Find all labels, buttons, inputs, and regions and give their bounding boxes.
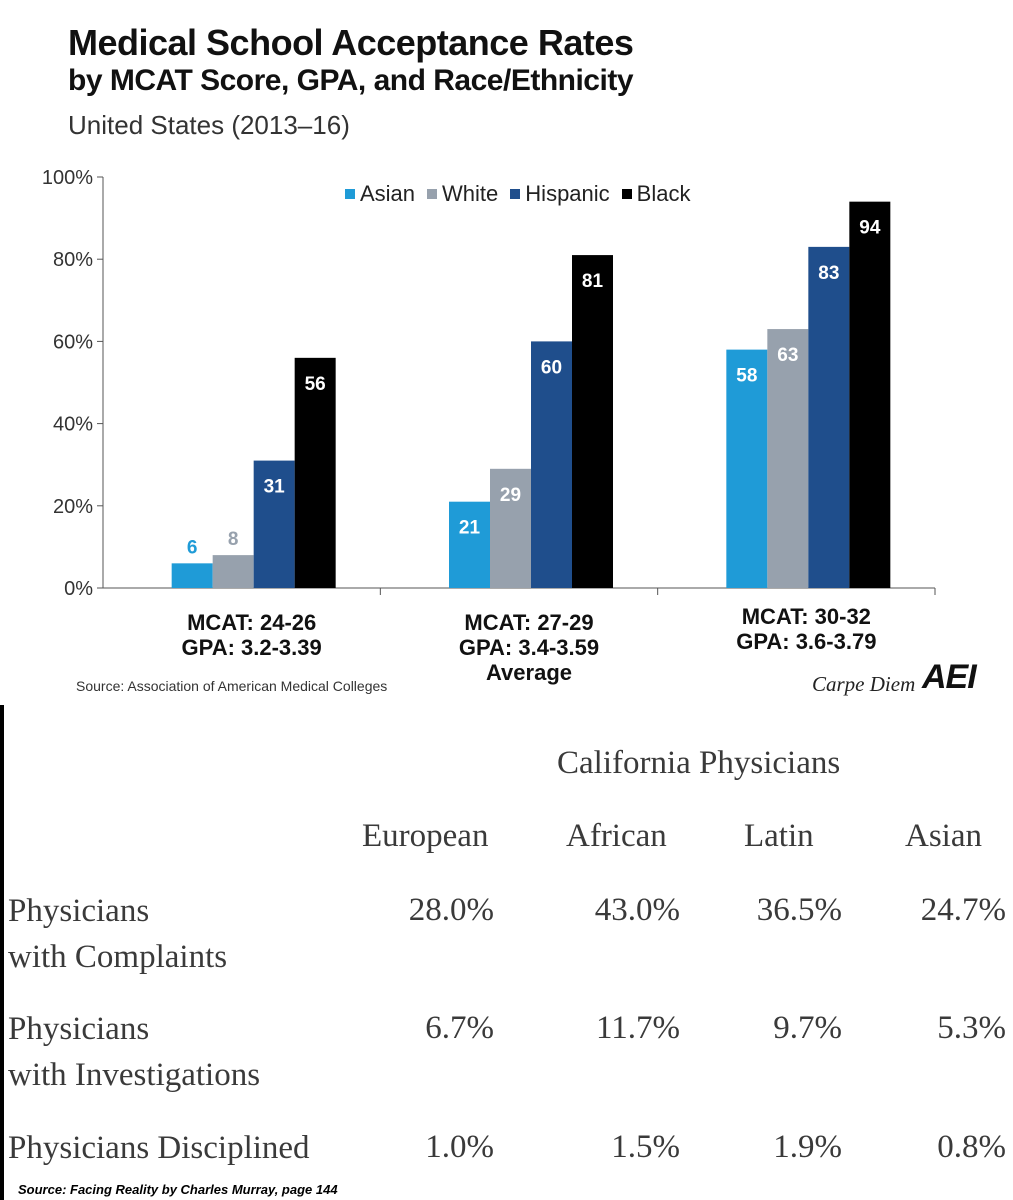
bar-asian [726, 349, 768, 588]
y-tick-label: 60% [53, 331, 93, 353]
bar-black [849, 201, 891, 588]
table-column-header: Latin [744, 818, 814, 854]
table-cell: 1.0% [425, 1129, 494, 1165]
table-column-header: African [566, 818, 667, 854]
table-row-label: Physicians with Complaints [8, 888, 227, 980]
table-row-label-line: Physicians [8, 893, 150, 929]
table-column-header: European [362, 818, 489, 854]
legend-label: White [442, 181, 499, 206]
legend-item-white: White [427, 181, 498, 207]
table-cell: 28.0% [408, 892, 494, 928]
x-category-label-line: Average [485, 660, 572, 685]
bar-asian [171, 563, 213, 588]
bar-value-label: 94 [859, 218, 881, 239]
chart-source: Source: Association of American Medical … [76, 678, 388, 694]
x-category-label-line: GPA: 3.2-3.39 [181, 635, 322, 660]
table-row-label-line: Physicians Disciplined [8, 1130, 310, 1166]
y-tick-label: 20% [53, 496, 93, 518]
x-category-label-line: GPA: 3.4-3.59 [458, 635, 600, 660]
x-category-label-line: MCAT: 24-26 [187, 610, 317, 635]
y-tick-label: 0% [64, 578, 93, 600]
aei-logo: AEI [922, 658, 977, 696]
y-tick-label: 100% [42, 167, 93, 189]
bar-value-label: 6 [187, 537, 198, 558]
x-category-label-line: MCAT: 30-32 [741, 604, 871, 629]
y-tick-label: 40% [53, 414, 93, 436]
x-category-label-line: MCAT: 27-29 [464, 610, 594, 635]
bar-asian [449, 501, 490, 588]
table-cell: 11.7% [595, 1010, 680, 1046]
bar-hispanic [808, 246, 850, 588]
legend-swatch [427, 189, 438, 199]
chart-region-label: United States (2013–16) [68, 110, 350, 140]
table-row-label: Physicians Disciplined [8, 1125, 310, 1171]
table-row-label: Physicians with Investigations [8, 1006, 260, 1098]
bar-value-label: 29 [500, 485, 521, 506]
table-cell: 0.8% [937, 1129, 1006, 1165]
bar-value-label: 56 [305, 374, 326, 395]
table-cell: 1.9% [773, 1129, 842, 1165]
bar-value-label: 81 [582, 271, 604, 292]
legend-label: Asian [360, 181, 416, 206]
bar-white [767, 329, 809, 588]
table-row-label-line: with Complaints [8, 939, 228, 975]
table-cell: 1.5% [611, 1129, 680, 1165]
table-left-rule [0, 705, 4, 1200]
legend-swatch [510, 189, 521, 199]
bar-black [294, 357, 336, 588]
table-title: California Physicians [557, 745, 841, 781]
table-cell: 24.7% [920, 892, 1006, 928]
bar-chart: 0% 20% 40% 60% 80% 100% 6 8 31 56 21 29 60 81 58 63 83 94 [42, 167, 936, 600]
legend-swatch [345, 189, 355, 199]
bar-value-label: 83 [818, 263, 839, 284]
bar-value-label: 8 [228, 529, 239, 550]
legend-item-hispanic: Hispanic [510, 181, 610, 207]
legend-swatch [621, 189, 632, 199]
legend-item-black: Black [621, 181, 691, 207]
chart-subtitle: by MCAT Score, GPA, and Race/Ethnicity [68, 64, 634, 97]
table-cell: 36.5% [756, 892, 842, 928]
bar-value-label: 63 [777, 345, 798, 366]
table-source: Source: Facing Reality by Charles Murray… [18, 1182, 338, 1197]
table-row-label-line: Physicians [8, 1011, 150, 1047]
table-column-header: Asian [905, 818, 982, 854]
x-category-label: MCAT: 30-32 GPA: 3.6-3.79 [736, 604, 876, 654]
bar-black [572, 255, 613, 588]
legend-item-asian: Asian [345, 181, 415, 207]
table-row-label-line: with Investigations [8, 1057, 261, 1093]
bar-value-label: 60 [541, 357, 562, 378]
bar-hispanic [531, 341, 572, 588]
carpe-diem-brand: Carpe Diem [812, 672, 916, 696]
legend-label: Hispanic [525, 181, 610, 206]
x-category-label: MCAT: 27-29 GPA: 3.4-3.59 Average [459, 610, 599, 685]
bar-white [212, 555, 254, 588]
table-cell: 43.0% [594, 892, 680, 928]
bar-white [490, 468, 531, 588]
physicians-table-panel [0, 705, 1013, 1200]
chart-legend: Asian White Hispanic Black [345, 181, 702, 207]
chart-title: Medical School Acceptance Rates [68, 22, 634, 63]
x-category-label-line: GPA: 3.6-3.79 [736, 629, 877, 654]
bar-hispanic [253, 460, 295, 588]
bar-value-label: 31 [264, 477, 286, 498]
y-tick-label: 80% [53, 249, 93, 271]
table-cell: 5.3% [937, 1010, 1006, 1046]
table-cell: 6.7% [425, 1010, 494, 1046]
legend-label: Black [636, 181, 691, 206]
table-cell: 9.7% [773, 1010, 842, 1046]
bar-value-label: 21 [459, 518, 481, 539]
bar-value-label: 58 [736, 366, 757, 387]
x-category-label: MCAT: 24-26 GPA: 3.2-3.39 [182, 610, 322, 660]
